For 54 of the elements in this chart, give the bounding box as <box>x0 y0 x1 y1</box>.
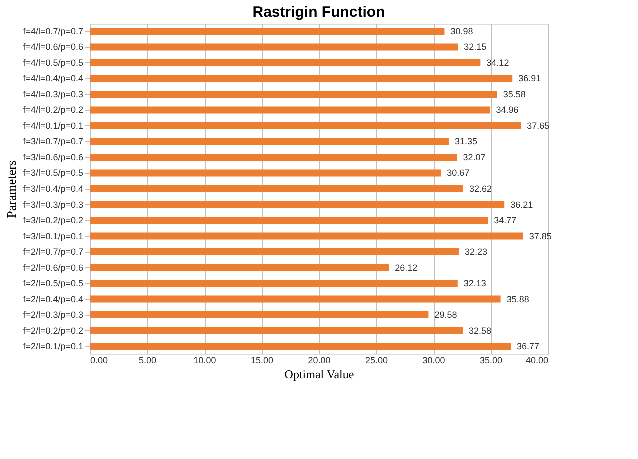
data-label: 29.58 <box>434 310 458 320</box>
data-label: 34.12 <box>486 58 510 68</box>
x-tick-label: 35.00 <box>480 356 503 366</box>
data-label: 35.88 <box>506 294 530 304</box>
y-tick-label: f=2/l=0.3/p=0.3 <box>23 310 84 320</box>
data-label: 36.77 <box>517 342 540 352</box>
x-tick-label: 25.00 <box>365 356 388 366</box>
x-axis-title: Optimal Value <box>284 368 354 382</box>
data-label: 36.21 <box>510 200 534 210</box>
y-tick-label: f=3/l=0.3/p=0.3 <box>23 200 84 210</box>
y-axis-title: Parameters <box>4 160 20 218</box>
y-tick-label: f=3/l=0.6/p=0.6 <box>23 152 84 162</box>
data-label: 31.35 <box>454 136 478 147</box>
data-label: 30.67 <box>447 168 470 178</box>
y-tick-label: f=4/l=0.5/p=0.5 <box>23 58 84 68</box>
y-tick-label: f=2/l=0.1/p=0.1 <box>23 342 84 352</box>
data-label: 32.62 <box>470 184 492 194</box>
x-tick-label: 40.00 <box>526 356 548 366</box>
y-tick-label: f=3/l=0.5/p=0.5 <box>23 168 84 178</box>
data-label: 35.58 <box>503 89 526 100</box>
y-tick-label: f=3/l=0.1/p=0.1 <box>23 231 84 242</box>
data-label: 34.77 <box>494 216 517 226</box>
data-label: 26.12 <box>395 262 418 273</box>
y-tick-label: f=2/l=0.2/p=0.2 <box>23 326 84 336</box>
data-label: 36.91 <box>518 74 542 84</box>
data-label: 32.58 <box>469 326 492 336</box>
x-tick-label: 15.00 <box>250 356 274 366</box>
x-tick-label: 10.00 <box>194 356 216 366</box>
y-tick-label: f=4/l=0.2/p=0.2 <box>23 105 84 116</box>
data-label: 32.23 <box>465 247 488 258</box>
x-tick-label: 5.00 <box>138 356 157 366</box>
y-tick-label: f=2/l=0.4/p=0.4 <box>23 294 84 304</box>
data-label: 32.15 <box>464 42 487 52</box>
data-label: 37.85 <box>529 231 552 242</box>
chart-title: Rastrigin Function <box>252 4 386 21</box>
y-tick-label: f=4/l=0.1/p=0.1 <box>23 120 84 131</box>
y-tick-label: f=4/l=0.6/p=0.6 <box>23 42 84 52</box>
y-tick-label: f=4/l=0.4/p=0.4 <box>23 74 84 84</box>
data-label: 34.96 <box>496 105 519 116</box>
data-label: 37.65 <box>527 120 550 131</box>
data-label: 32.13 <box>464 278 486 289</box>
x-tick-label: 0.00 <box>90 356 108 366</box>
x-tick-label: 20.00 <box>308 356 331 366</box>
y-tick-label: f=2/l=0.7/p=0.7 <box>23 247 84 258</box>
data-label: 30.98 <box>450 26 474 36</box>
y-tick-label: f=2/l=0.5/p=0.5 <box>23 278 84 289</box>
y-tick-label: f=4/l=0.3/p=0.3 <box>23 89 84 100</box>
y-tick-label: f=3/l=0.2/p=0.2 <box>23 216 84 226</box>
y-tick-label: f=2/l=0.6/p=0.6 <box>23 262 84 273</box>
x-tick-label: 30.00 <box>422 356 446 366</box>
data-label: 32.07 <box>463 152 486 162</box>
y-tick-label: f=3/l=0.7/p=0.7 <box>23 136 84 147</box>
y-tick-label: f=4/l=0.7/p=0.7 <box>23 26 84 36</box>
y-tick-label: f=3/l=0.4/p=0.4 <box>23 184 84 194</box>
